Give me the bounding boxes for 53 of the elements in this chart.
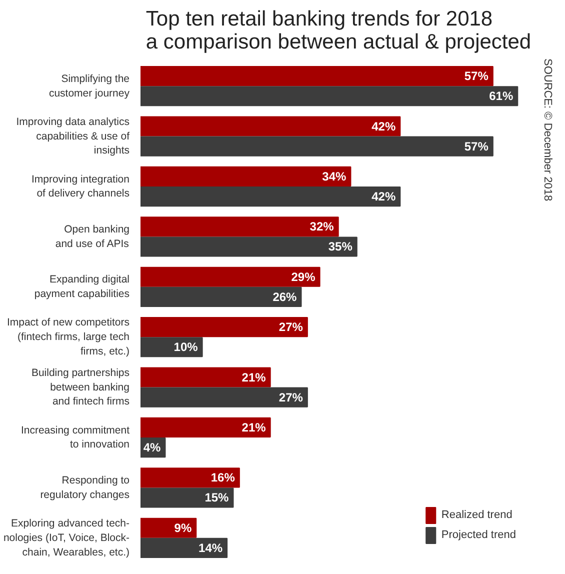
data-label: 9% [174, 520, 192, 535]
bar [140, 337, 203, 358]
y-tick-label: Building partnerships between banking and fintech firms [31, 366, 130, 408]
y-tick-label: Simplifying the customer journey [48, 72, 130, 100]
data-label: 15% [204, 490, 230, 505]
data-label: 29% [291, 270, 316, 284]
data-label: 27% [278, 320, 304, 334]
y-tick-label: Exploring advanced tech- nologies (IoT, Voice, Block- chain, Wearables, etc.) [3, 517, 130, 558]
data-label: 35% [328, 240, 353, 254]
bar [140, 488, 234, 508]
data-label: 21% [242, 420, 266, 434]
y-tick-label: Expanding digital payment capabilities [34, 274, 130, 300]
y-tick-label: Improving data analytics capabilities & use of insights [16, 116, 130, 157]
chart-title: Top ten retail banking trends for 2018 a comparison between actual & projected [146, 8, 532, 54]
data-label: 57% [464, 69, 489, 84]
data-label: 26% [272, 290, 298, 304]
bar [140, 286, 302, 307]
data-label: 34% [322, 169, 347, 184]
source-note: SOURCE: © December 2018 [542, 58, 554, 202]
bar [140, 367, 271, 388]
y-tick-label: Open banking and use of APIs [55, 224, 130, 250]
bar [140, 417, 271, 438]
data-label: 4% [143, 440, 162, 455]
y-tick-label: Increasing commitment to innovation [20, 424, 130, 451]
data-label: 32% [310, 220, 334, 234]
bar [140, 266, 320, 287]
bar [140, 387, 308, 408]
bar [140, 538, 228, 558]
data-label: 42% [372, 119, 396, 134]
bar [140, 236, 358, 257]
legend-label: Realized trend [441, 509, 512, 521]
y-tick-label: Improving integration of delivery channels [31, 173, 130, 200]
y-tick-label: Impact of new competitors (fintech firms, large tech firms, etc.) [6, 316, 130, 358]
bar [140, 468, 240, 488]
bar [140, 86, 518, 106]
bar [140, 66, 494, 86]
data-label: 21% [242, 370, 266, 384]
bar [140, 166, 352, 187]
bar [140, 216, 339, 237]
data-label: 57% [464, 139, 489, 154]
data-label: 14% [198, 540, 223, 555]
data-label: 10% [174, 340, 198, 354]
data-label: 16% [210, 470, 236, 485]
bar [140, 518, 197, 538]
y-tick-label: Responding to regulatory changes [40, 474, 130, 501]
bar [140, 186, 401, 207]
bar [140, 136, 494, 156]
data-label: 27% [278, 390, 304, 404]
bar [140, 116, 401, 136]
legend-label: Projected trend [441, 529, 516, 541]
data-label: 61% [489, 89, 514, 104]
data-label: 42% [372, 190, 396, 204]
bar [140, 317, 308, 338]
